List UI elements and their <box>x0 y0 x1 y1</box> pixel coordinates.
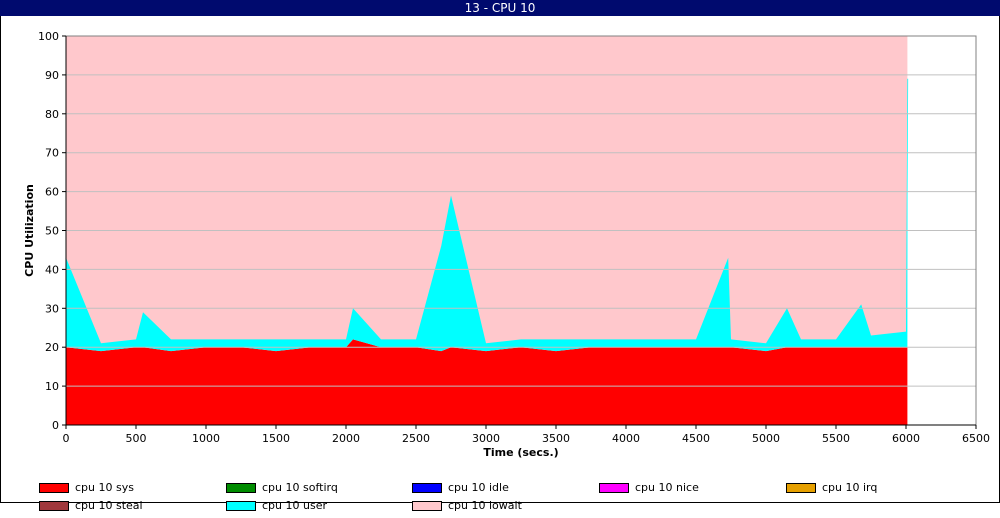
y-tick-label-100: 100 <box>38 30 59 43</box>
chart-frame: 0 10 20 30 40 50 60 70 80 90 100 0 500 1000 1500 2000 25… <box>0 16 1000 512</box>
y-tick-label-90: 90 <box>45 69 59 82</box>
legend-item-nice: cpu 10 nice <box>599 482 699 496</box>
x-tick-label-2000: 2000 <box>332 432 360 445</box>
x-tick-label-0: 0 <box>63 432 70 445</box>
legend-label-steal: cpu 10 steal <box>75 499 143 512</box>
y-tick-label-70: 70 <box>45 147 59 160</box>
y-tick-label-80: 80 <box>45 108 59 121</box>
legend-label-softirq: cpu 10 softirq <box>262 481 338 494</box>
legend-swatch-steal <box>39 501 69 511</box>
legend-swatch-user <box>226 501 256 511</box>
legend-label-irq: cpu 10 irq <box>822 481 878 494</box>
x-axis-label: Time (secs.) <box>483 446 558 459</box>
y-tick-label-50: 50 <box>45 225 59 238</box>
legend-item-irq: cpu 10 irq <box>786 482 877 496</box>
y-tick-label-0: 0 <box>52 419 59 432</box>
legend-item-steal: cpu 10 steal <box>39 500 143 514</box>
x-tick-label-1000: 1000 <box>192 432 220 445</box>
legend-item-user: cpu 10 user <box>226 500 327 514</box>
legend-item-softirq: cpu 10 softirq <box>226 482 338 496</box>
y-tick-label-10: 10 <box>45 380 59 393</box>
x-tick-label-5500: 5500 <box>822 432 850 445</box>
legend-item-sys: cpu 10 sys <box>39 482 134 496</box>
legend-label-iowait: cpu 10 iowait <box>448 499 522 512</box>
legend-item-iowait: cpu 10 iowait <box>412 500 522 514</box>
y-tick-label-20: 20 <box>45 341 59 354</box>
legend-label-sys: cpu 10 sys <box>75 481 134 494</box>
series-area-iowait <box>66 36 908 344</box>
x-tick-label-2500: 2500 <box>402 432 430 445</box>
y-axis-label: CPU Utilization <box>23 184 36 277</box>
legend-label-nice: cpu 10 nice <box>635 481 699 494</box>
x-tick-label-5000: 5000 <box>752 432 780 445</box>
x-tick-label-3000: 3000 <box>472 432 500 445</box>
legend-swatch-sys <box>39 483 69 493</box>
x-tick-label-6500: 6500 <box>962 432 990 445</box>
legend-label-user: cpu 10 user <box>262 499 327 512</box>
x-tick-label-4000: 4000 <box>612 432 640 445</box>
x-tick-label-500: 500 <box>126 432 147 445</box>
legend-swatch-iowait <box>412 501 442 511</box>
legend-item-idle: cpu 10 idle <box>412 482 509 496</box>
x-tick-label-4500: 4500 <box>682 432 710 445</box>
series-area-user <box>66 78 908 352</box>
x-tick-label-1500: 1500 <box>262 432 290 445</box>
legend-label-idle: cpu 10 idle <box>448 481 509 494</box>
y-tick-label-40: 40 <box>45 263 59 276</box>
legend-swatch-idle <box>412 483 442 493</box>
x-tick-label-6000: 6000 <box>892 432 920 445</box>
x-tick-label-3500: 3500 <box>542 432 570 445</box>
legend-swatch-irq <box>786 483 816 493</box>
legend-swatch-nice <box>599 483 629 493</box>
legend-swatch-softirq <box>226 483 256 493</box>
y-tick-label-60: 60 <box>45 186 59 199</box>
y-tick-label-30: 30 <box>45 302 59 315</box>
chart-legend: cpu 10 sys cpu 10 softirq cpu 10 idle cpu 1… <box>39 482 989 518</box>
series-area-sys <box>66 339 908 425</box>
chart-window-title: 13 - CPU 10 <box>0 0 1000 16</box>
